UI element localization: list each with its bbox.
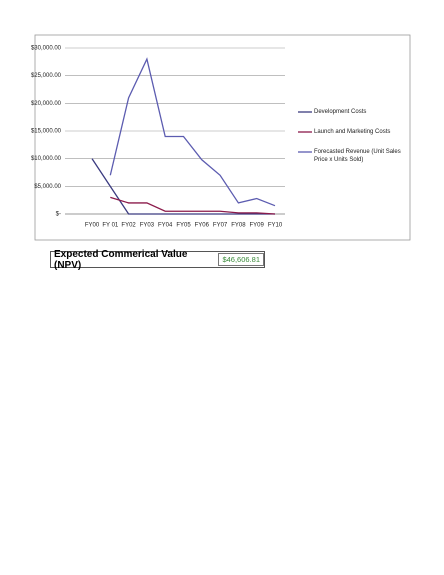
y-tick-label: $30,000.00 [31, 46, 62, 52]
y-tick-label: $25,000.00 [31, 73, 62, 79]
x-tick-label: FY06 [195, 223, 210, 229]
x-tick-label: FY02 [121, 223, 136, 229]
x-tick-label: FY10 [268, 223, 283, 229]
x-tick-label: FY00 [85, 223, 100, 229]
x-tick-label: FY08 [231, 223, 246, 229]
series-line [91, 158, 275, 215]
legend-label: Forecasted Revenue (Unit Sales Price x U… [314, 149, 401, 163]
x-tick-label: FY09 [250, 223, 265, 229]
npv-box: Expected Commerical Value (NPV) $46,606.… [50, 248, 265, 271]
x-tick-label: FY05 [176, 223, 191, 229]
y-tick-label: $- [56, 212, 61, 218]
legend-label: Launch and Marketing Costs [314, 129, 391, 135]
npv-value: $46,606.81 [218, 253, 264, 266]
x-tick-label: FY04 [158, 223, 173, 229]
npv-label: Expected Commerical Value (NPV) [54, 248, 188, 271]
x-tick-label: FY03 [140, 223, 155, 229]
chart-frame [34, 34, 411, 241]
y-tick-label: $20,000.00 [31, 101, 62, 107]
x-tick-label: FY 01 [102, 223, 119, 229]
y-tick-label: $15,000.00 [31, 129, 62, 135]
x-tick-label: FY07 [213, 223, 228, 229]
series-line [109, 57, 276, 207]
y-tick-label: $10,000.00 [31, 156, 62, 162]
legend-label: Development Costs [314, 109, 367, 115]
y-tick-label: $5,000.00 [34, 184, 61, 190]
series-line [110, 196, 276, 215]
